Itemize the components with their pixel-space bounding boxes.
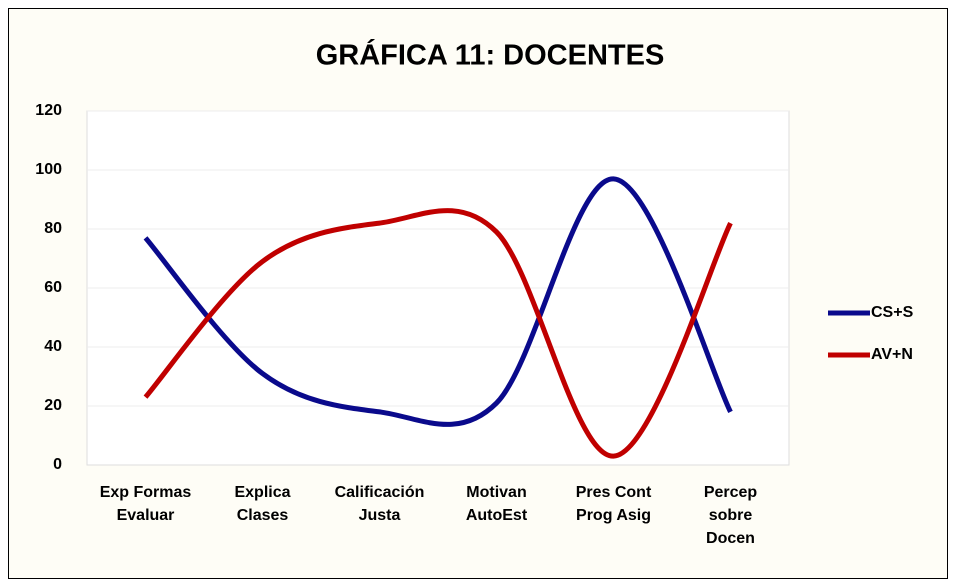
legend-label: AV+N	[871, 346, 913, 363]
y-tick-label: 20	[44, 397, 62, 414]
y-tick-label: 0	[53, 456, 62, 473]
y-tick-label: 80	[44, 220, 62, 237]
x-tick-label: Calificación Justa	[335, 484, 425, 524]
y-tick-label: 100	[35, 161, 62, 178]
series-line	[143, 176, 733, 427]
series-line	[143, 208, 733, 459]
legend-label: CS+S	[871, 304, 914, 321]
x-tick-label: Percep sobre Docen	[704, 484, 758, 547]
y-tick-label: 40	[44, 338, 62, 355]
y-tick-label: 120	[35, 102, 62, 119]
x-tick-label: Exp Formas Evaluar	[100, 484, 192, 524]
chart-title: GRÁFICA 11: DOCENTES	[316, 38, 665, 72]
y-tick-label: 60	[44, 279, 62, 296]
x-tick-label: Pres Cont Prog Asig	[576, 484, 652, 524]
x-tick-label: Explica Clases	[234, 484, 290, 524]
x-tick-label: Motivan AutoEst	[466, 484, 528, 524]
